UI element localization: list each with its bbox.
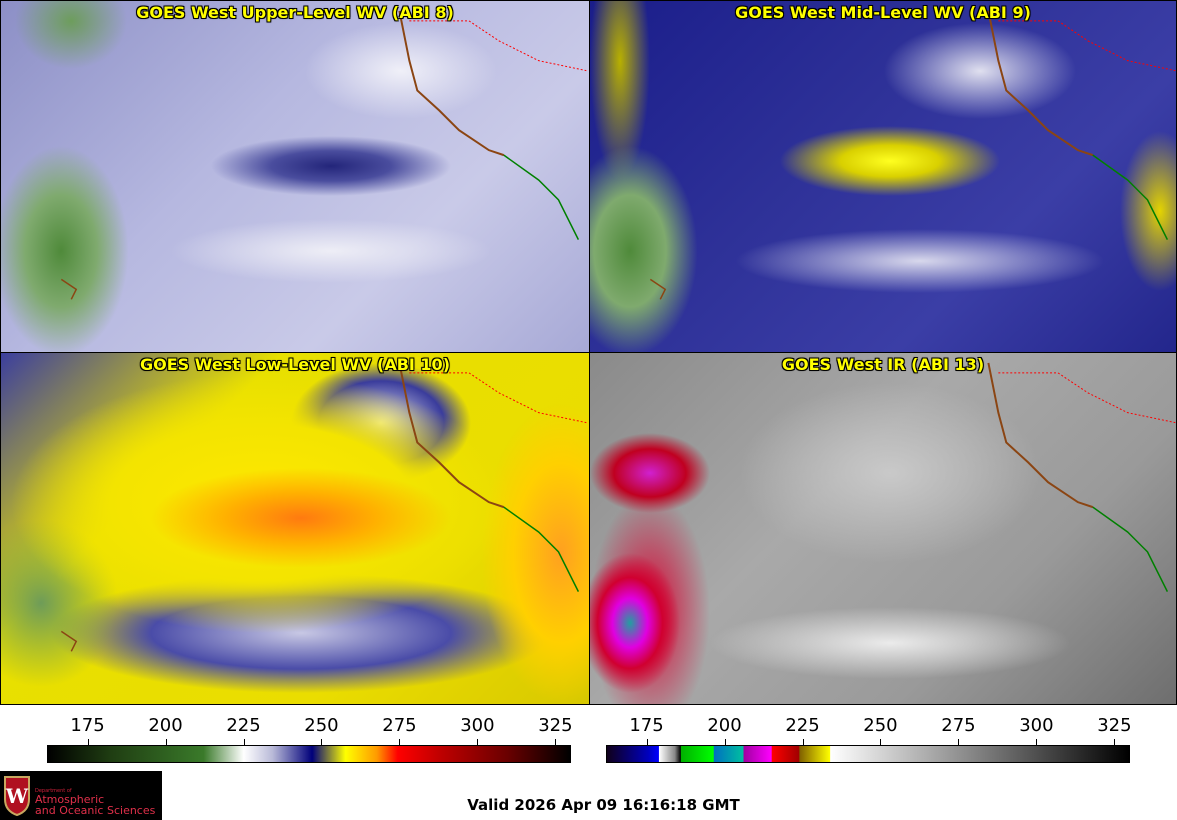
map-boundaries — [60, 10, 587, 300]
map-boundaries — [649, 10, 1176, 300]
colorbar-tick-label: 300 — [460, 715, 495, 736]
colorbar-tick-label: 275 — [941, 715, 976, 736]
logo-dept: Department of — [35, 788, 72, 794]
colorbar-tick — [477, 739, 479, 745]
colorbar-tick — [165, 739, 167, 745]
colorbar-tick-label: 175 — [70, 715, 105, 736]
colorbar-gradient — [606, 745, 1130, 763]
colorbar-tick-label: 200 — [148, 715, 183, 736]
panel-title: GOES West Low-Level WV (ABI 10) — [139, 355, 450, 374]
colorbar-tick — [1036, 739, 1038, 745]
colorbar-tick-label: 325 — [1097, 715, 1132, 736]
panel-upper-level-wv: GOES West Upper-Level WV (ABI 8) — [0, 0, 590, 353]
colorbar-tick — [555, 739, 557, 745]
colorbar-gradient — [47, 745, 571, 763]
logo-oceanic: and Oceanic Sciences — [35, 804, 156, 817]
colorbar-tick — [724, 739, 726, 745]
panel-low-level-wv: GOES West Low-Level WV (ABI 10) — [0, 352, 590, 705]
colorbar-tick — [399, 739, 401, 745]
ir-colorbar: 175 200 225 250 275 300 325 — [606, 705, 1132, 765]
panel-ir: GOES West IR (ABI 13) — [589, 352, 1177, 705]
colorbar-tick-label: 325 — [538, 715, 573, 736]
colorbar-tick — [243, 739, 245, 745]
colorbar-tick-label: 175 — [629, 715, 664, 736]
colorbar-tick — [646, 739, 648, 745]
valid-time: Valid 2026 Apr 09 16:16:18 GMT — [467, 796, 740, 814]
panel-title: GOES West IR (ABI 13) — [781, 355, 985, 374]
colorbar-tick — [321, 739, 323, 745]
wv-colorbar: 175 200 225 250 275 300 325 — [47, 705, 573, 765]
colorbar-tick-label: 225 — [785, 715, 820, 736]
colorbar-tick — [880, 739, 882, 745]
panel-mid-level-wv: GOES West Mid-Level WV (ABI 9) — [589, 0, 1177, 353]
map-boundaries — [987, 362, 1176, 592]
colorbar-tick-label: 300 — [1019, 715, 1054, 736]
colorbar-tick-label: 200 — [707, 715, 742, 736]
aos-logo: W Department of Atmospheric and Oceanic … — [0, 771, 162, 820]
colorbar-tick-label: 250 — [863, 715, 898, 736]
colorbar-tick-label: 225 — [226, 715, 261, 736]
colorbar-tick — [958, 739, 960, 745]
colorbar-tick — [1114, 739, 1116, 745]
uw-crest-icon: W — [4, 776, 30, 817]
colorbar-tick — [802, 739, 804, 745]
panel-title: GOES West Upper-Level WV (ABI 8) — [136, 3, 454, 22]
svg-text:W: W — [5, 784, 29, 808]
panel-title: GOES West Mid-Level WV (ABI 9) — [735, 3, 1031, 22]
colorbar-tick-label: 250 — [304, 715, 339, 736]
colorbar-tick-label: 275 — [382, 715, 417, 736]
colorbar-tick — [87, 739, 89, 745]
logo-atmospheric: Atmospheric — [35, 793, 105, 806]
map-boundaries — [60, 362, 587, 652]
